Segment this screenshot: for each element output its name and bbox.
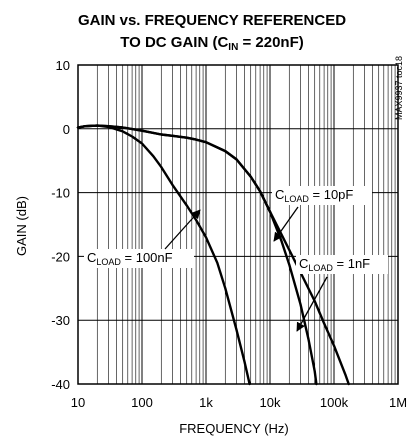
curve-cload-10pf [76,124,350,386]
y-tick-label: -30 [51,313,70,328]
chart-title-main: TO DC GAIN (C [120,34,228,51]
y-tick-labels: 10 0 -10 -20 -30 -40 [51,58,70,392]
y-tick-label: -10 [51,186,70,201]
label-cload-1nf: CLOAD = 1nF [299,256,370,273]
label-cload-100nf-subscript: LOAD [96,257,121,267]
x-axis-label: FREQUENCY (Hz) [179,421,289,436]
y-tick-label: 10 [56,58,70,73]
x-tick-label: 10 [71,395,85,410]
x-tick-labels: 10 100 1k 10k 100k 1M [71,395,407,410]
y-tick-label: 0 [63,122,70,137]
chart-title-suffix: = 220nF) [238,34,303,51]
label-cload-10pf-subscript: LOAD [284,194,309,204]
part-number-watermark: MAX9937 toc18 [394,56,404,120]
label-cload-1nf-value: = 1nF [333,256,370,271]
curves [76,124,350,386]
label-cload-100nf-bg [84,249,194,268]
label-cload-10pf-main: C [275,187,284,202]
label-cload-10pf-value: = 10pF [309,187,354,202]
x-tick-label: 1M [389,395,407,410]
y-tick-label: -20 [51,249,70,264]
label-cload-10pf: CLOAD = 10pF [275,187,353,204]
y-axis-label: GAIN (dB) [14,196,29,256]
chart-title-line1: GAIN vs. FREQUENCY REFERENCED [78,12,346,29]
label-cload-100nf-main: C [87,250,96,265]
label-cload-1nf-main: C [299,256,308,271]
label-cload-10pf-bg [272,186,372,205]
label-cload-1nf-bg [296,255,388,274]
x-tick-label: 1k [199,395,213,410]
label-cload-100nf-value: = 100nF [121,250,173,265]
label-cload-10pf-arrow [273,206,299,242]
label-cload-100nf-arrow [164,209,201,250]
plot-frame [77,64,399,385]
y-tick-label: -40 [51,377,70,392]
label-cload-100nf: CLOAD = 100nF [87,250,173,267]
chart-title-line2: TO DC GAIN (CIN = 220nF) [120,34,304,53]
label-cload-1nf-subscript: LOAD [308,263,333,273]
x-tick-label: 100 [131,395,153,410]
chart-title-subscript: IN [228,42,238,53]
label-cload-1nf-arrow [296,276,328,332]
x-tick-label: 100k [320,395,349,410]
x-tick-label: 10k [260,395,281,410]
